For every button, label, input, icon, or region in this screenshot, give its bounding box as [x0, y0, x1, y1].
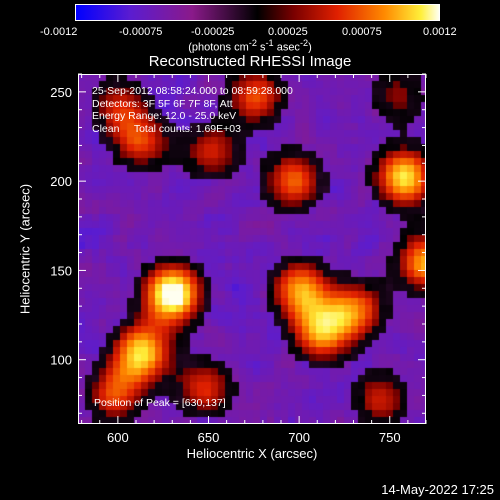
colorbar-tick: -0.0012 [40, 26, 78, 38]
colorbar [75, 4, 440, 21]
info-block: 25-Sep-2012 08:58:24.000 to 08:59:28.000… [92, 85, 293, 135]
y-axis-label: Heliocentric Y (arcsec) [17, 183, 33, 315]
x-tick-label: 700 [288, 430, 310, 445]
y-tick-label: 200 [50, 174, 72, 189]
info-line-time: 25-Sep-2012 08:58:24.000 to 08:59:28.000 [92, 85, 293, 97]
info-line-detectors: Detectors: 3F 5F 6F 7F 8F, Att [92, 97, 233, 110]
x-axis-label: Heliocentric X (arcsec) [186, 446, 318, 461]
info-line-counts: Clean Total counts: 1.69E+03 [92, 122, 241, 135]
peak-position-label: Position of Peak = [630,137] [94, 397, 226, 409]
x-tick-label: 600 [107, 430, 129, 445]
colorbar-tick: -0.00025 [191, 26, 235, 38]
timestamp: 14-May-2022 17:25 [381, 482, 494, 497]
chart-title: Reconstructed RHESSI Image [148, 53, 352, 70]
x-tick-label: 650 [198, 430, 220, 445]
colorbar-tick: 0.0012 [423, 26, 457, 38]
colorbar-tick: 0.00075 [342, 26, 382, 38]
colorbar-gradient [76, 5, 439, 20]
y-tick-label: 250 [50, 85, 72, 100]
colorbar-unit-label: (photons cm-2 s-1 asec-2) [188, 38, 312, 54]
colorbar-tick: -0.00075 [119, 26, 163, 38]
heatmap-image [78, 74, 426, 424]
y-tick-label: 100 [50, 353, 72, 368]
x-tick-label: 750 [379, 430, 401, 445]
info-line-energy: Energy Range: 12.0 - 25.0 keV [92, 110, 237, 122]
y-tick-label: 150 [50, 263, 72, 278]
colorbar-tick: 0.00025 [268, 26, 308, 38]
